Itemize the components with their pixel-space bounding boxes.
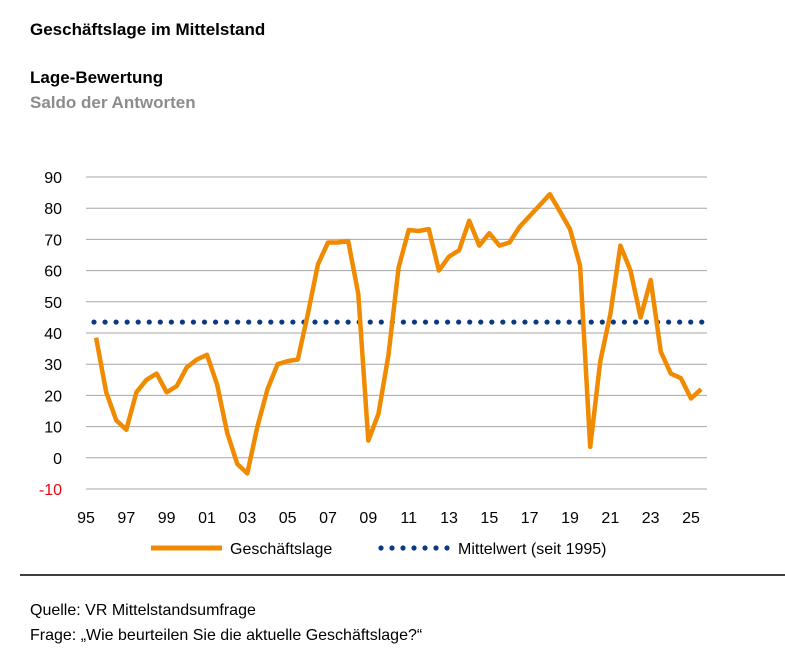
x-tick-label: 09 [359, 510, 377, 527]
mean-line-dot [91, 319, 97, 325]
mean-line-dot [666, 319, 672, 325]
mean-line-dot [489, 319, 495, 325]
mean-line-dot [246, 319, 252, 325]
mean-line-dot [323, 319, 329, 325]
legend: Geschäftslage Mittelwert (seit 1995) [151, 541, 607, 558]
mean-line-dot [511, 319, 517, 325]
mean-line-dot [699, 319, 705, 325]
mean-line-dot [566, 319, 572, 325]
legend-label-geschaeftslage: Geschäftslage [230, 541, 332, 558]
legend-label-mittelwert: Mittelwert (seit 1995) [458, 541, 607, 558]
y-tick-label: 30 [44, 357, 62, 374]
chart-subtitle: Lage-Bewertung [30, 68, 163, 87]
mean-line-dot [533, 319, 539, 325]
mean-line-dot [610, 319, 616, 325]
mean-line-dot [201, 319, 208, 325]
mean-line-dot [522, 319, 528, 325]
mean-line-dot [157, 319, 163, 325]
mean-line-dot [146, 319, 152, 325]
x-tick-label: 19 [561, 510, 579, 527]
legend-dot [422, 545, 428, 551]
mean-line-dot [422, 319, 429, 325]
mean-line-dot [268, 319, 274, 325]
y-tick-label: 40 [44, 326, 62, 343]
y-tick-label: 70 [44, 232, 62, 249]
y-tick-label: 50 [44, 295, 62, 312]
legend-dot [378, 545, 384, 551]
mean-line-dot [456, 319, 462, 325]
source-note: Quelle: VR Mittelstandsumfrage [30, 602, 256, 619]
legend-dot [411, 545, 417, 551]
mean-line-dot [599, 319, 605, 325]
x-tick-label: 05 [279, 510, 297, 527]
y-tick-label: 60 [44, 264, 62, 281]
y-tick-label: 80 [44, 201, 62, 218]
mean-line-dot [400, 319, 406, 325]
mean-line-dot [433, 319, 440, 325]
mean-line-dot [135, 319, 141, 325]
legend-dot [400, 545, 406, 551]
mean-line-dot [500, 319, 506, 325]
legend-dot [444, 545, 450, 551]
mean-line-dot [190, 319, 197, 325]
x-tick-label: 99 [158, 510, 176, 527]
mean-line-dot [555, 319, 561, 325]
mean-line-dot [621, 319, 628, 325]
legend-swatch-mittelwert [378, 545, 450, 551]
mean-line-dot [367, 319, 373, 325]
chart-title: Geschäftslage im Mittelstand [30, 20, 265, 39]
mean-line-dot [235, 319, 241, 325]
x-tick-label: 15 [480, 510, 498, 527]
mean-line-dot [212, 319, 219, 325]
x-tick-label: 97 [117, 510, 135, 527]
x-tick-label: 95 [77, 510, 95, 527]
mean-line-dot [257, 319, 263, 325]
legend-dot [389, 545, 395, 551]
y-tick-label: 0 [53, 451, 62, 468]
mean-line-dot [467, 319, 473, 325]
series-line-geschaeftslage [93, 191, 703, 476]
mean-line-dot [334, 319, 340, 325]
mean-line-dot [411, 319, 418, 325]
mean-line-dot [632, 319, 639, 325]
mean-line-dot [643, 319, 650, 325]
mean-line-dot [279, 319, 285, 325]
mean-line-dot [345, 319, 351, 325]
x-tick-label: 17 [521, 510, 539, 527]
x-tick-label: 13 [440, 510, 458, 527]
mean-line-dot [688, 319, 694, 325]
mean-line-dot [224, 319, 230, 325]
mean-line-dot [677, 319, 683, 325]
legend-dot [433, 545, 439, 551]
x-tick-label: 21 [601, 510, 619, 527]
mean-line-dot [445, 319, 451, 325]
y-unit-label: Saldo der Antworten [30, 93, 196, 112]
question-note: Frage: „Wie beurteilen Sie die aktuelle … [30, 627, 422, 644]
x-tick-label: 11 [400, 510, 417, 527]
mean-line-dot [179, 319, 185, 325]
mean-line-dot [312, 319, 318, 325]
x-tick-label: 23 [642, 510, 660, 527]
y-tick-label: 90 [44, 170, 62, 187]
mean-line-dot [478, 319, 484, 325]
y-tick-label: -10 [39, 482, 62, 499]
mean-line-dot [378, 319, 384, 325]
x-tick-label: 25 [682, 510, 700, 527]
mean-line-dot [588, 319, 594, 325]
x-tick-label: 07 [319, 510, 337, 527]
x-tick-label: 01 [198, 510, 216, 527]
x-tick-label: 03 [238, 510, 256, 527]
mean-line-dot [290, 319, 296, 325]
mean-line-dot [168, 319, 174, 325]
y-tick-label: 10 [44, 420, 62, 437]
mean-line-dot [124, 319, 130, 325]
mean-line-dot [544, 319, 550, 325]
mean-line-dot [113, 319, 119, 325]
y-tick-label: 20 [44, 388, 62, 405]
mean-line-dot [102, 319, 108, 325]
